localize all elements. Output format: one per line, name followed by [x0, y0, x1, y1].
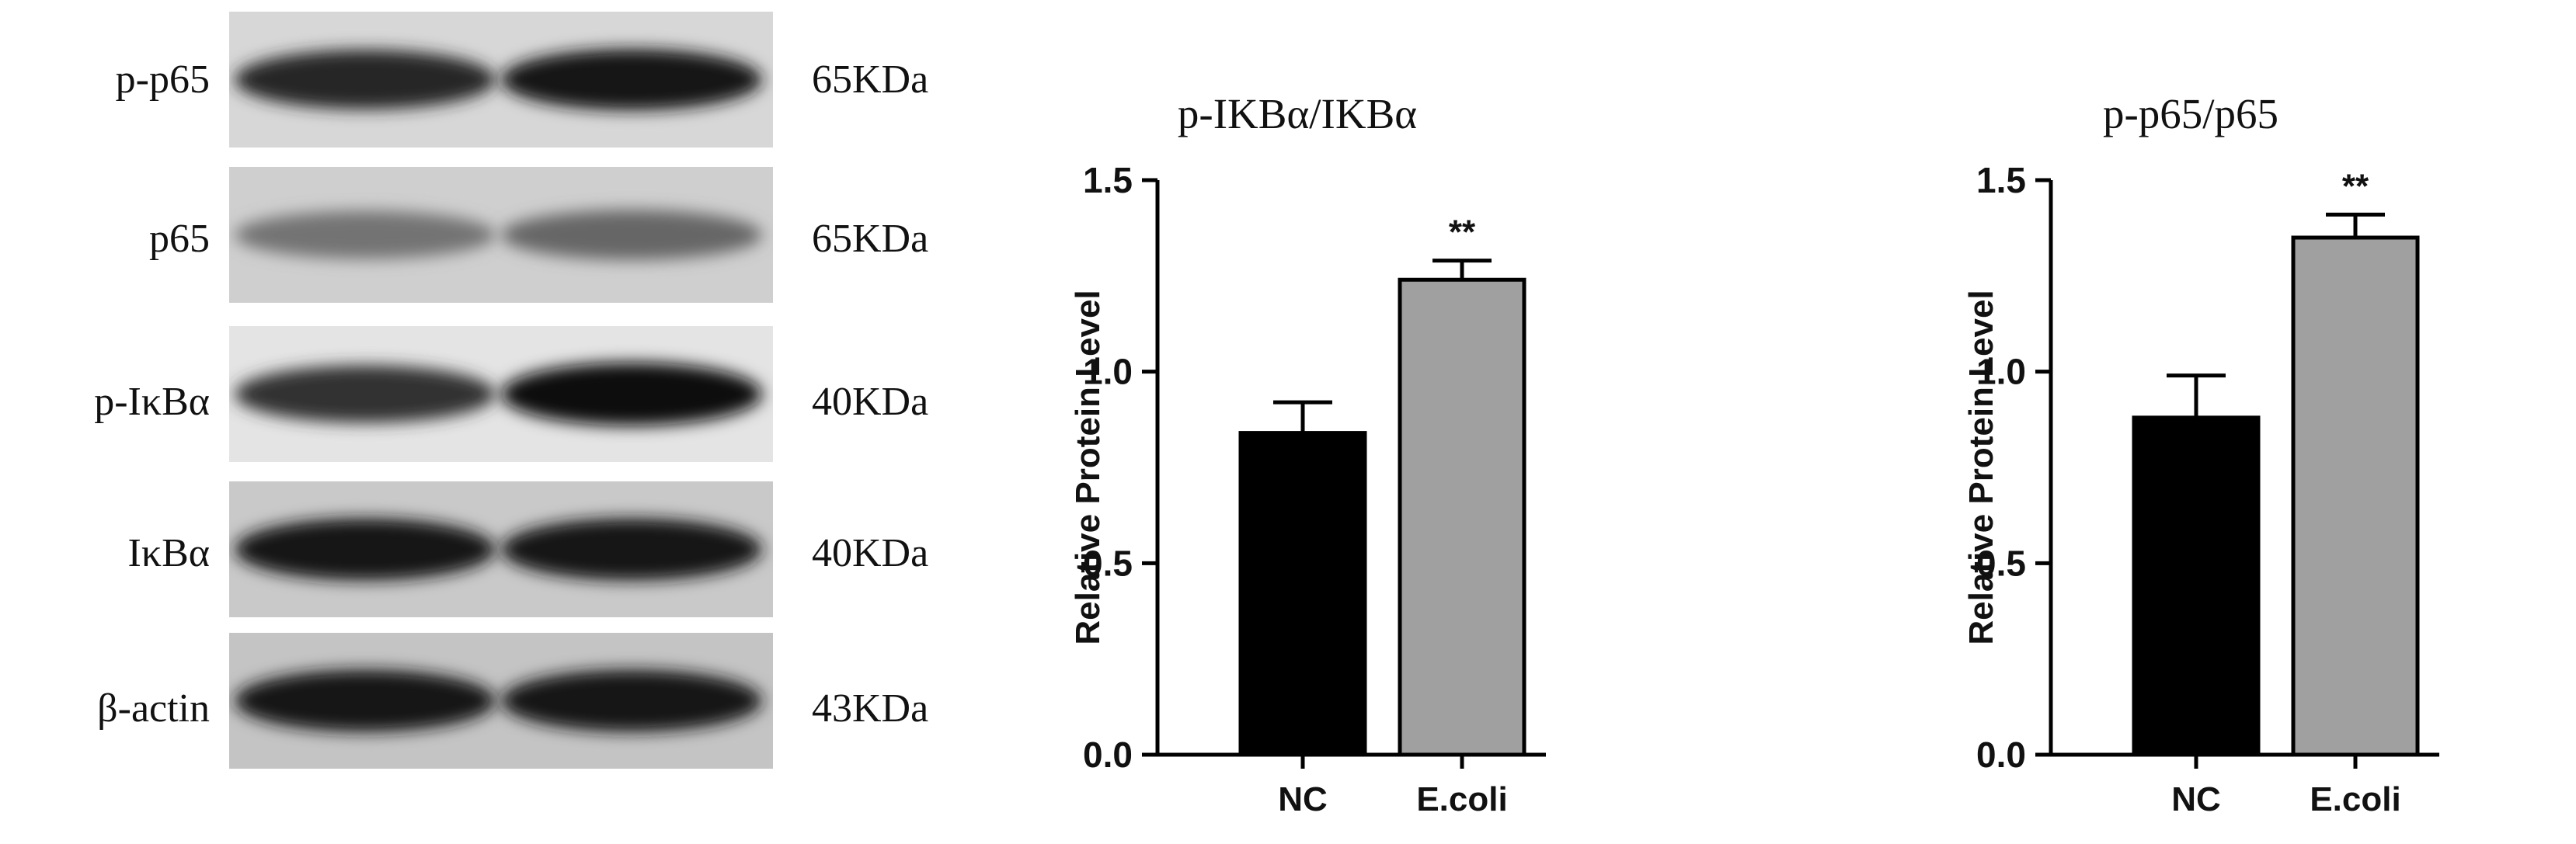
y-tick-label: 0.5 — [1976, 543, 2026, 583]
protein-label: p65 — [149, 217, 210, 261]
significance-marker: ** — [2342, 167, 2369, 205]
y-tick-label: 1.0 — [1976, 352, 2026, 392]
blot-strip — [229, 481, 773, 617]
molecular-weight-label: 65KDa — [812, 217, 929, 261]
bar-nc — [2132, 415, 2261, 757]
blot-band — [235, 50, 496, 109]
blot-band — [501, 669, 762, 732]
blot-strip — [229, 12, 773, 148]
y-tick-label: 1.0 — [1083, 352, 1133, 392]
bar-e-coli — [2291, 235, 2420, 757]
y-tick-label: 0.0 — [1083, 735, 1133, 775]
protein-label: IκBα — [127, 531, 210, 575]
chart-p-ikba-ratio: p-IKBα/IKBα Relative Protein Level 0.0 0.5 1… — [1041, 0, 1662, 844]
blot-strip — [229, 167, 773, 303]
molecular-weight-label: 43KDa — [812, 686, 929, 731]
protein-label: p-IκBα — [94, 380, 210, 424]
molecular-weight-label: 40KDa — [812, 531, 929, 575]
x-tick-label: NC — [2171, 780, 2221, 818]
blot-band — [235, 518, 496, 581]
western-blot-panel: p-p65 65KDa p65 65KDa p-IκBα 40KDa IκBα 40KDa β-… — [0, 0, 1010, 844]
y-tick-label: 0.0 — [1976, 735, 2026, 775]
chart-svg: p-p65/p65 Relative Protein Level 0.0 0.5 1.0… — [1962, 90, 2439, 818]
y-axis-label: Relative Protein Level — [1962, 290, 2000, 644]
bar-nc — [1238, 431, 1367, 757]
blot-band — [501, 518, 762, 581]
molecular-weight-label: 65KDa — [812, 57, 929, 102]
chart-svg: p-IKBα/IKBα Relative Protein Level 0.0 0.5 1… — [1069, 90, 1546, 818]
blot-band — [235, 669, 496, 732]
blot-band — [235, 365, 496, 423]
y-tick-label: 1.5 — [1976, 160, 2026, 200]
x-tick-label: E.coli — [2310, 780, 2400, 818]
x-tick-label: NC — [1278, 780, 1328, 818]
blot-strip — [229, 326, 773, 462]
significance-marker: ** — [1449, 214, 1476, 252]
chart-title: p-p65/p65 — [2103, 90, 2278, 137]
x-tick-label: E.coli — [1416, 780, 1507, 818]
blot-band — [235, 210, 496, 259]
y-axis-label: Relative Protein Level — [1069, 290, 1107, 644]
chart-p-p65-ratio: p-p65/p65 Relative Protein Level 0.0 0.5 1.0… — [1934, 0, 2556, 844]
blot-band — [501, 48, 762, 111]
protein-label: β-actin — [97, 686, 210, 731]
blot-band — [501, 362, 762, 426]
y-tick-label: 1.5 — [1083, 160, 1133, 200]
bar-e-coli — [1398, 277, 1526, 757]
chart-title: p-IKBα/IKBα — [1178, 90, 1417, 137]
blot-strip — [229, 633, 773, 769]
molecular-weight-label: 40KDa — [812, 380, 929, 424]
protein-label: p-p65 — [115, 57, 210, 102]
y-tick-label: 0.5 — [1083, 543, 1133, 583]
blot-band — [501, 210, 762, 260]
